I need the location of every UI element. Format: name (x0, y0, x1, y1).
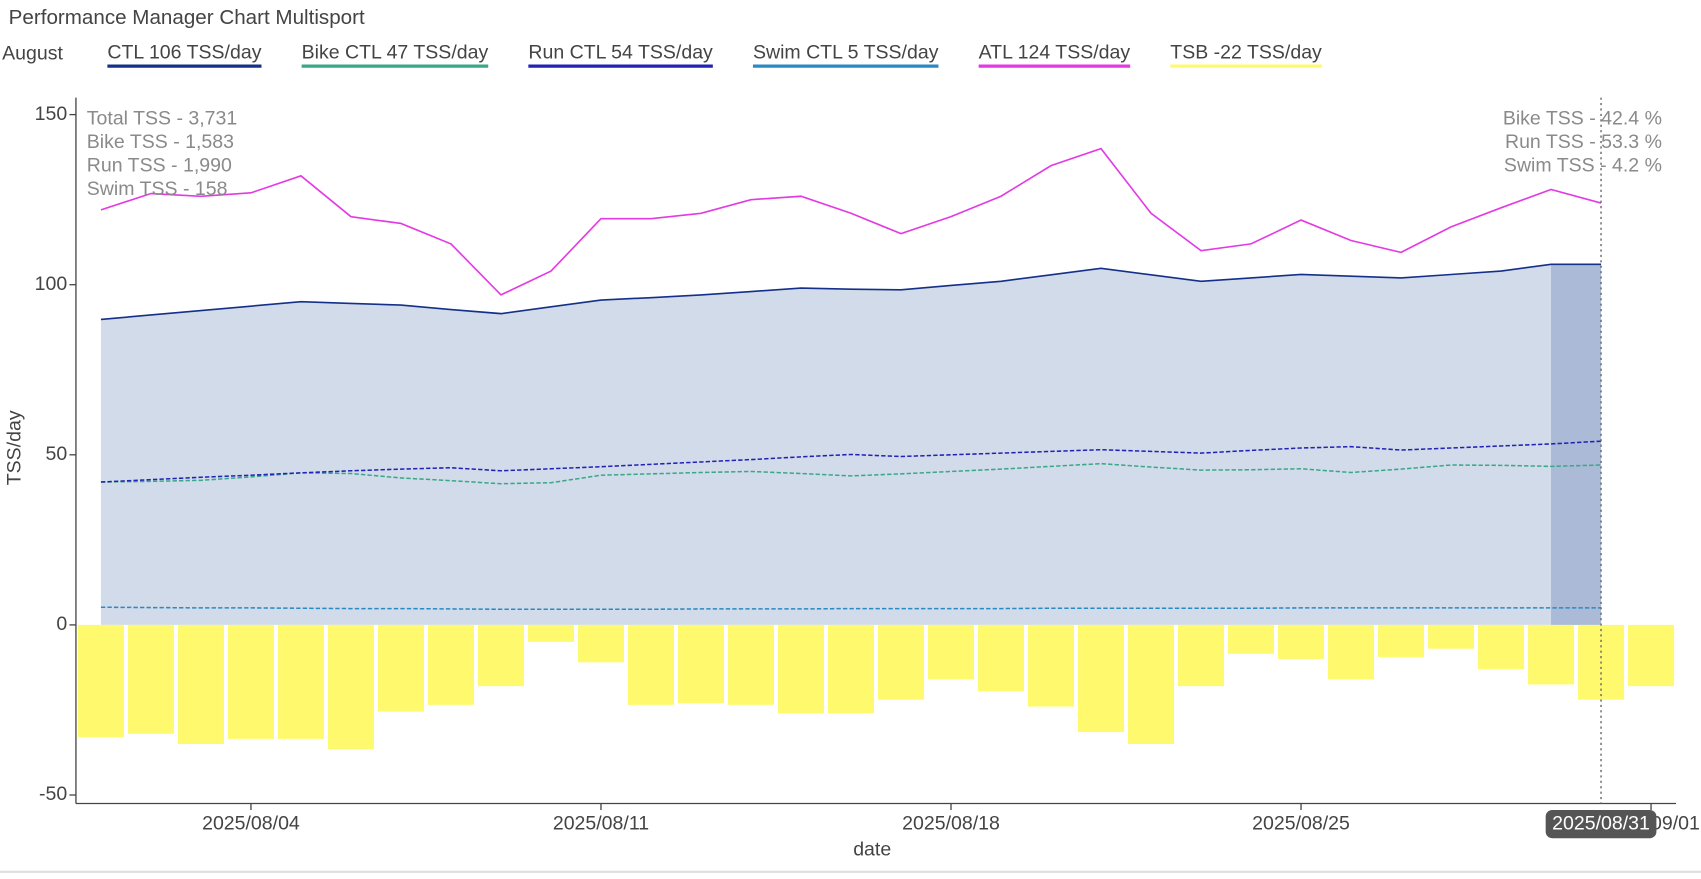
series-line (100, 462, 1602, 485)
crosshair-label-group: 2025/08/31 (1545, 810, 1657, 839)
tsb-bar (877, 624, 924, 700)
annotation-left: Run TSS - 1,990 (87, 155, 232, 177)
series-line (100, 440, 1602, 483)
tsb-bar (477, 624, 524, 687)
plot-layer (77, 147, 1675, 750)
tsb-bar (1478, 624, 1525, 670)
tsb-bar (927, 624, 975, 680)
tsb-bar (827, 624, 874, 714)
series-line (100, 263, 1602, 321)
tsb-bar (177, 624, 224, 744)
legend-item[interactable]: CTL 106 TSS/day (107, 41, 261, 63)
y-tick-label: 0 (56, 613, 67, 635)
y-tick-label: 150 (35, 103, 68, 125)
series-line (100, 606, 1602, 611)
ctl-highlight (1551, 264, 1602, 625)
tsb-bar (77, 624, 124, 738)
y-axis-label: TSS/day (3, 410, 25, 485)
tsb-bar (327, 624, 374, 750)
tsb-bar (1078, 624, 1125, 733)
tsb-bar (577, 624, 624, 663)
tsb-bar (978, 624, 1025, 692)
x-tick-label: 2025/08/25 (1252, 812, 1350, 834)
tsb-bar (377, 624, 424, 712)
tsb-bar (1178, 624, 1225, 687)
annotation-left: Bike TSS - 1,583 (87, 131, 234, 153)
tsb-bar (1028, 624, 1075, 707)
tsb-bar (777, 624, 824, 714)
y-tick-label: -50 (39, 783, 67, 805)
tsb-bar (1328, 624, 1375, 680)
legend-title: August (2, 42, 63, 64)
x-axis-label: date (853, 838, 891, 860)
tsb-bar (1228, 624, 1275, 654)
legend-item[interactable]: ATL 124 TSS/day (979, 41, 1131, 63)
tsb-bar (727, 624, 774, 705)
tsb-bar (627, 624, 674, 705)
tsb-bar (1378, 624, 1425, 658)
legend-item[interactable]: TSB -22 TSS/day (1170, 41, 1322, 63)
annotation-right: Run TSS - 53.3 % (1505, 131, 1662, 153)
tsb-bar (427, 624, 474, 705)
y-tick-label: 100 (35, 273, 68, 295)
x-tick-label: 2025/08/11 (553, 812, 649, 834)
crosshair-label: 2025/08/31 (1552, 812, 1650, 834)
x-tick-label: 2025/08/18 (902, 812, 1000, 834)
annotation-right: Bike TSS - 42.4 % (1503, 107, 1662, 129)
annotation-right: Swim TSS - 4.2 % (1504, 155, 1662, 177)
legend-item[interactable]: Swim CTL 5 TSS/day (753, 41, 939, 63)
legend-item[interactable]: Run CTL 54 TSS/day (528, 41, 713, 63)
tsb-bar (1628, 624, 1675, 687)
tsb-bar (677, 624, 724, 704)
annotation-left: Swim TSS - 158 (87, 178, 228, 200)
tsb-bar (527, 624, 574, 642)
y-tick-label: 50 (46, 443, 68, 465)
crosshair-label-box (1545, 810, 1657, 839)
tsb-bar (1428, 624, 1475, 649)
legend-item[interactable]: Bike CTL 47 TSS/day (302, 41, 489, 63)
tsb-bar (127, 624, 174, 734)
tsb-bar (1528, 624, 1575, 685)
tsb-bar (227, 624, 274, 739)
chart-title: Performance Manager Chart Multisport (9, 6, 365, 29)
series-line (100, 147, 1602, 296)
tsb-bar (1128, 624, 1175, 744)
annotation-left: Total TSS - 3,731 (87, 107, 237, 129)
ctl-area (100, 264, 1602, 625)
x-tick-label: 2025/08/04 (202, 812, 300, 834)
tsb-bar (1278, 624, 1325, 659)
tsb-bar (277, 624, 324, 739)
